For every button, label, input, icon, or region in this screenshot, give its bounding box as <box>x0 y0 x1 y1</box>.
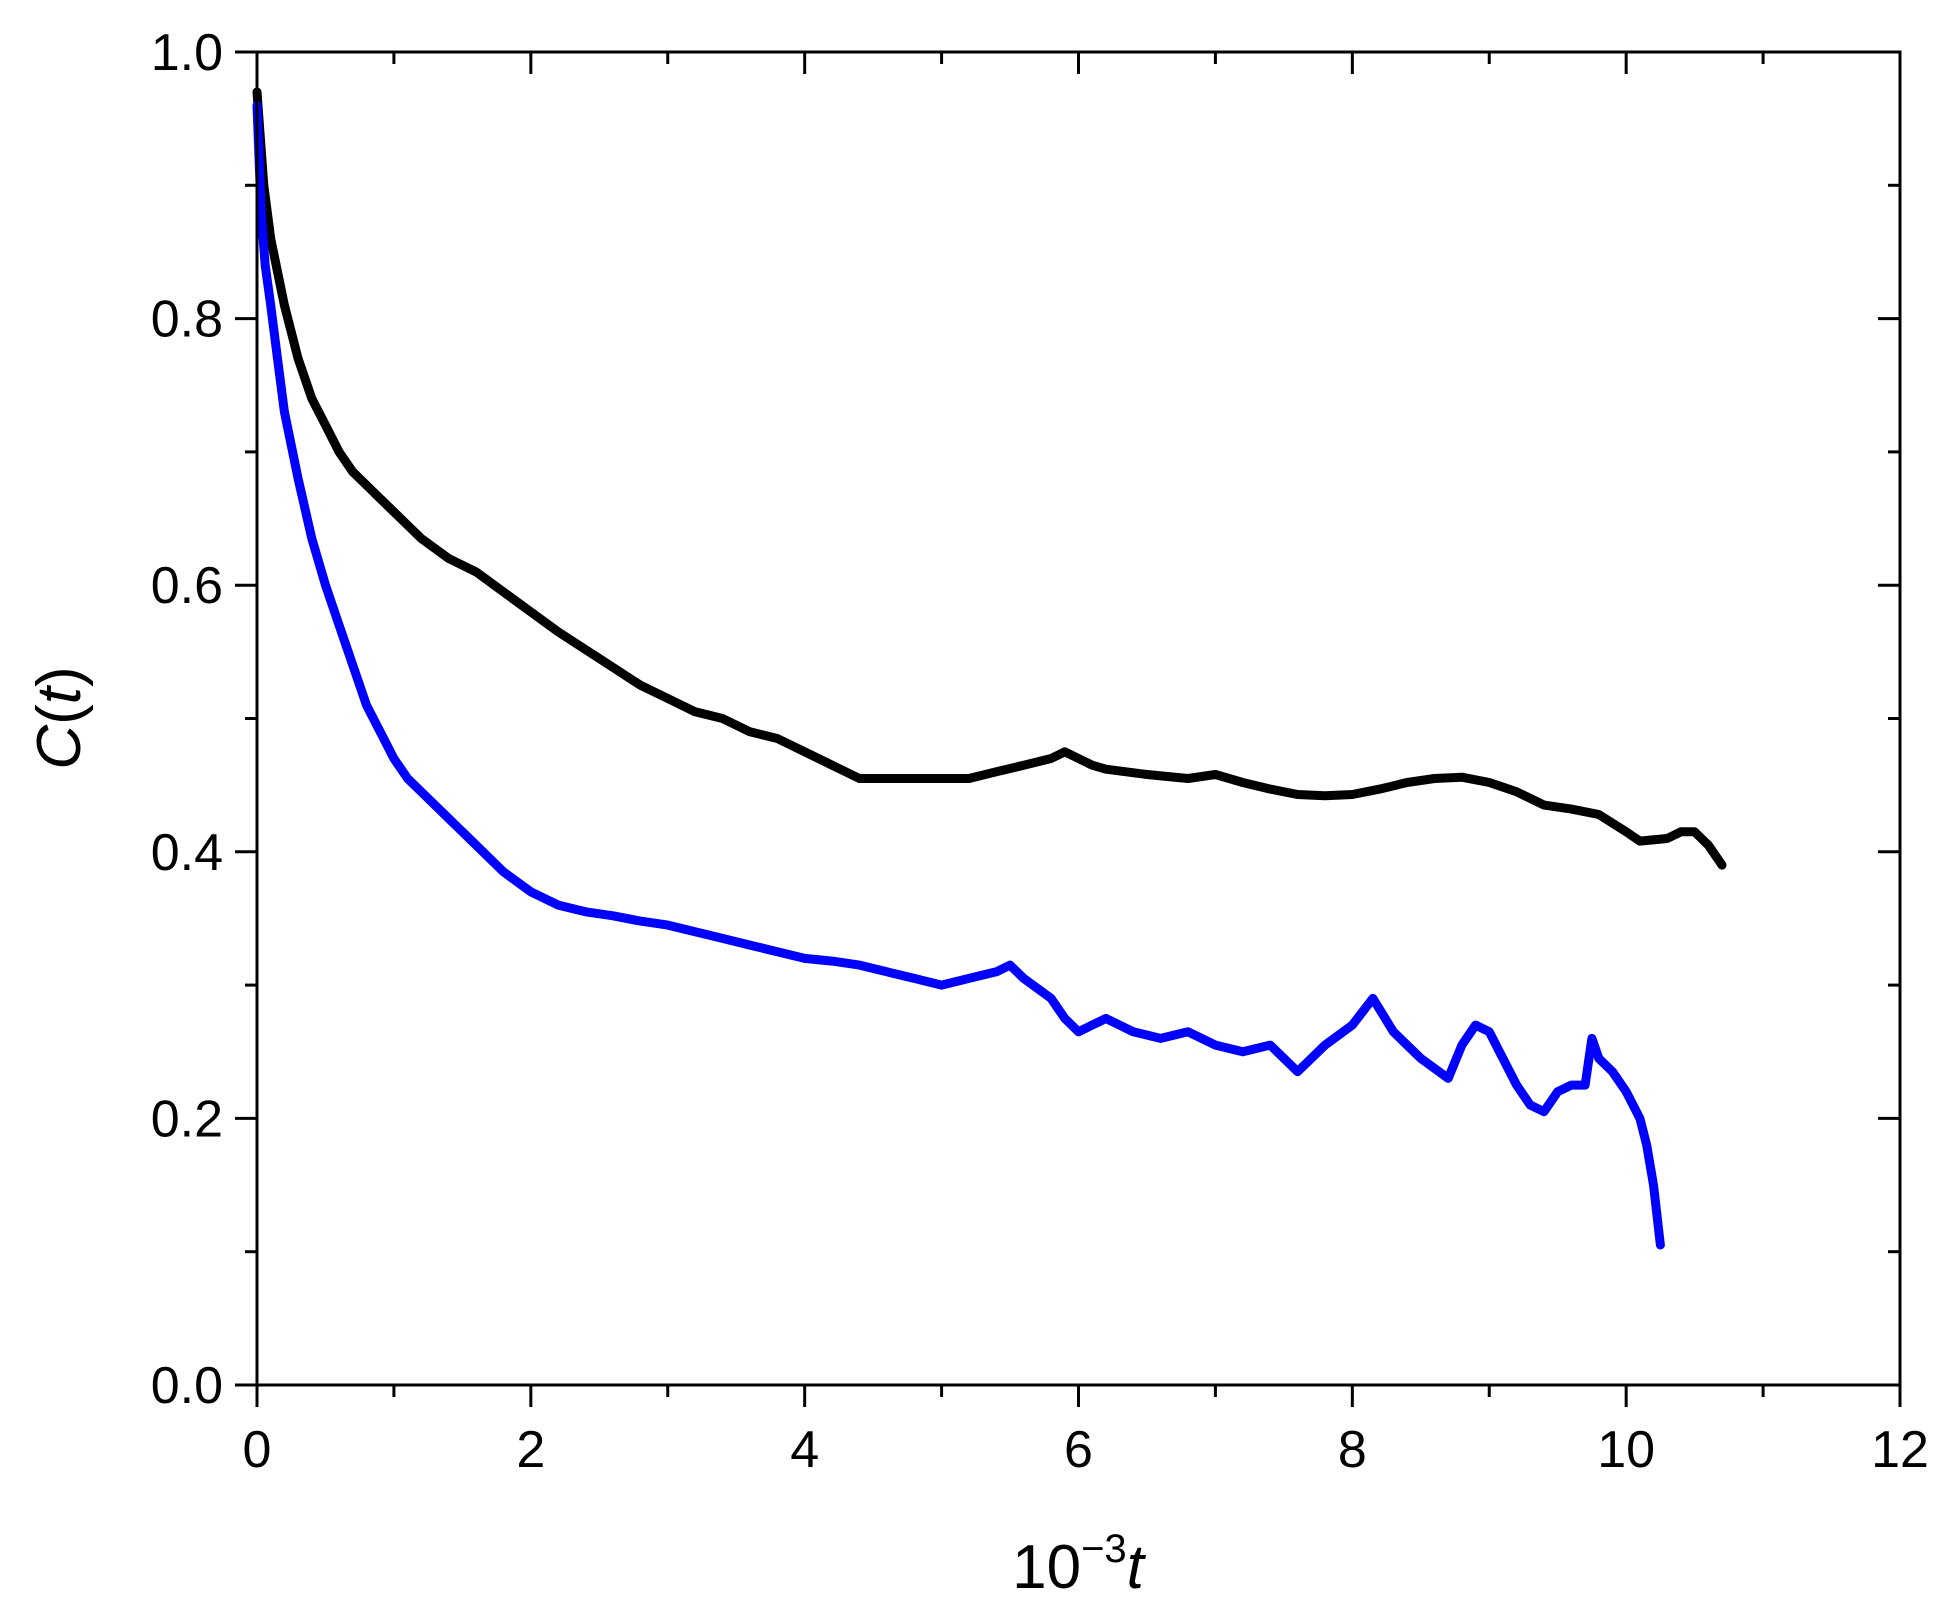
y-axis-title-open-paren: ( <box>25 704 94 725</box>
y-axis-title-prefix-letter: C <box>25 724 94 770</box>
x-axis-title-exponent: −3 <box>1081 1527 1127 1571</box>
series-line-1 <box>252 87 1727 870</box>
x-tick-label: 0 <box>243 1421 272 1479</box>
tick-labels-layer: 0 2 4 6 8 10 12 0.0 0.2 0.4 0.6 0.8 1.0 <box>151 24 1929 1479</box>
x-tick-label: 6 <box>1064 1421 1093 1479</box>
x-tick-label: 12 <box>1871 1421 1929 1479</box>
x-tick-label: 8 <box>1338 1421 1367 1479</box>
ticks-layer <box>235 50 1902 1407</box>
y-axis-title-close-paren: ) <box>25 666 94 687</box>
y-tick-label: 1.0 <box>151 24 223 82</box>
y-tick-label: 0.0 <box>151 1357 223 1415</box>
x-axis-title-base: 10 <box>1012 1533 1081 1602</box>
series-line-2 <box>252 100 1665 1250</box>
y-tick-label: 0.4 <box>151 824 223 882</box>
y-tick-label: 0.8 <box>151 291 223 349</box>
y-tick-label: 0.2 <box>151 1090 223 1148</box>
y-tick-label: 0.6 <box>151 557 223 615</box>
series-layer <box>252 87 1727 1250</box>
x-axis-title: 10−3t <box>1012 1527 1147 1602</box>
x-tick-label: 4 <box>790 1421 819 1479</box>
y-axis-title: C(t) <box>25 666 94 769</box>
y-axis-title-var: t <box>25 684 94 704</box>
x-tick-label: 10 <box>1597 1421 1655 1479</box>
x-axis-title-var: t <box>1127 1533 1147 1602</box>
x-tick-label: 2 <box>516 1421 545 1479</box>
